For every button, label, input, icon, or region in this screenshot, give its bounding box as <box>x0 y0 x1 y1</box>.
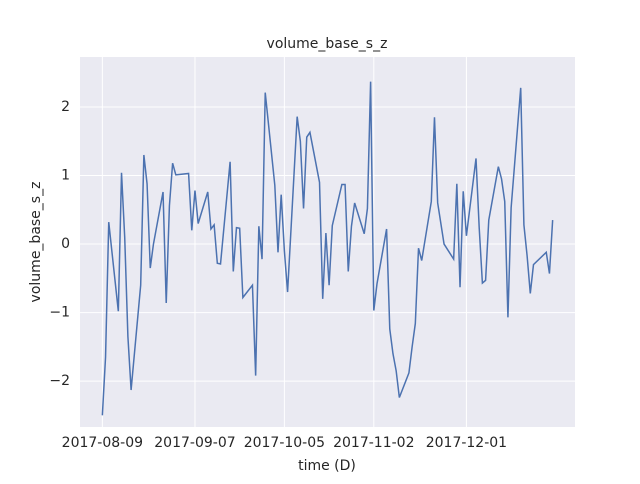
plot-area <box>80 57 575 427</box>
chart-title: volume_base_s_z <box>267 36 388 52</box>
y-tick-label: 2 <box>61 99 70 115</box>
x-tick-label: 2017-10-05 <box>244 435 325 451</box>
x-tick-label: 2017-12-01 <box>426 435 507 451</box>
y-tick-label: 1 <box>61 168 70 184</box>
y-tick-label: −2 <box>49 373 70 389</box>
data-line <box>101 81 554 416</box>
y-tick-label: 0 <box>61 236 70 252</box>
x-tick-label: 2017-08-09 <box>62 435 143 451</box>
x-tick-label: 2017-11-02 <box>333 435 414 451</box>
x-axis-label: time (D) <box>298 458 356 474</box>
x-tick-label: 2017-09-07 <box>154 435 235 451</box>
y-axis-label: volume_base_s_z <box>28 182 44 303</box>
y-tick-label: −1 <box>49 305 70 321</box>
